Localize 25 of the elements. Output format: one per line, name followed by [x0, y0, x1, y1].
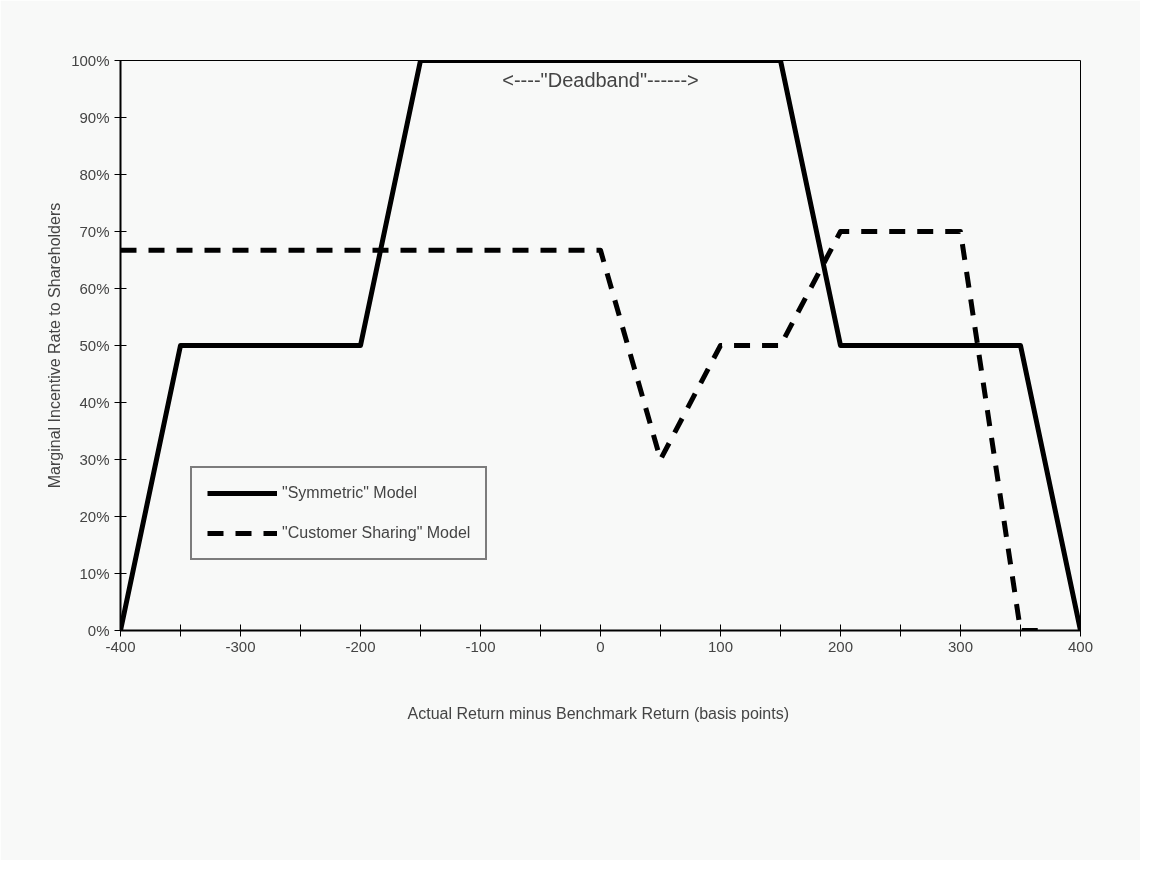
x-tick-label: 0	[596, 637, 605, 655]
y-axis-title: Marginal Incentive Rate to Shareholders	[46, 202, 64, 489]
y-tick-label: 10%	[79, 565, 110, 582]
y-tick-label: 100%	[71, 52, 110, 69]
y-tick-label: 30%	[79, 451, 110, 468]
y-tick-label: 80%	[79, 166, 110, 183]
x-axis-title: Actual Return minus Benchmark Return (basis points)	[407, 704, 790, 722]
y-tick-label: 40%	[79, 394, 110, 411]
legend-label: "Symmetric" Model	[282, 484, 417, 502]
x-tick-label: 300	[947, 637, 974, 655]
y-tick-label: 70%	[79, 223, 110, 240]
legend-label: "Customer Sharing" Model	[282, 524, 471, 542]
y-tick-label: 0%	[87, 622, 110, 639]
x-tick-label: 200	[827, 637, 854, 655]
x-tick-label: -200	[345, 637, 376, 655]
annotation: <----"Deadband"------>	[502, 68, 699, 91]
y-tick-label: 50%	[79, 337, 110, 354]
x-tick-label: -100	[465, 637, 496, 655]
y-tick-label: 90%	[79, 109, 110, 126]
x-tick-label: 400	[1067, 637, 1094, 655]
x-tick-label: -400	[105, 637, 136, 655]
x-tick-label: -300	[225, 637, 256, 655]
x-tick-label: 100	[707, 637, 734, 655]
y-tick-label: 60%	[79, 280, 110, 297]
y-tick-label: 20%	[79, 508, 110, 525]
